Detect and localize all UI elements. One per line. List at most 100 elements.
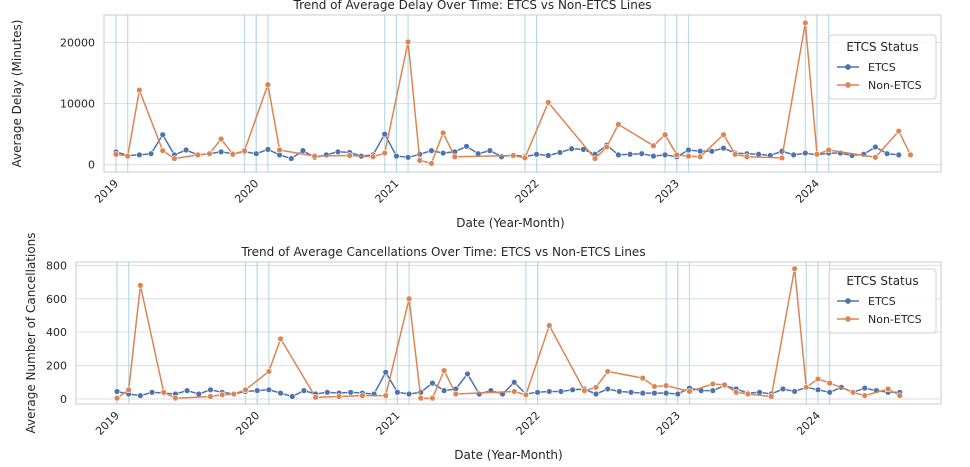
data-point [534,389,541,396]
x-tick-label: 2022 [514,409,543,438]
data-point [113,388,121,395]
data-point [264,81,272,88]
x-tick-label: 2024 [793,177,822,206]
data-point [137,392,144,399]
x-tick-label: 2021 [374,409,403,438]
data-point [685,152,692,160]
data-point [404,154,412,161]
series-non-etcs [113,265,903,402]
data-point [124,152,131,160]
legend-title: ETCS Status [846,274,918,288]
x-tick-label: 2023 [653,177,682,206]
data-point [405,390,413,398]
data-point [277,335,284,343]
data-point [359,392,366,399]
x-tick-label: 2020 [233,409,262,438]
data-point [651,383,658,390]
legend-box [828,268,937,334]
data-point [463,143,470,150]
data-point [533,151,540,158]
data-point [650,142,657,149]
data-point [194,151,201,159]
data-point [861,384,868,392]
data-point [394,389,401,396]
data-point [592,384,600,391]
data-point [661,131,669,138]
data-point [661,151,669,159]
data-point [651,389,658,397]
x-axis-label: Date (Year-Month) [456,216,564,230]
data-point [428,160,435,167]
legend-label: ETCS [868,295,896,308]
data-point [429,394,436,402]
y-tick-label: 200 [46,360,67,373]
data-point [545,152,552,159]
data-point [511,379,518,386]
data-point [696,153,704,160]
data-point [510,152,517,159]
data-point [662,382,670,389]
data-point [324,389,331,396]
data-point [511,388,518,395]
data-point [137,282,144,289]
data-point [159,147,166,154]
x-tick-label: 2019 [92,177,121,206]
data-point [604,368,611,375]
data-point [417,394,424,402]
data-point [148,389,156,396]
data-point [112,151,120,158]
x-tick-label: 2024 [794,409,823,438]
data-point [895,127,902,135]
data-point [720,144,727,152]
data-point [299,147,307,154]
data-point [206,150,213,157]
data-point [242,386,249,393]
legend-swatch-marker [845,298,851,304]
data-point [685,146,692,154]
data-point [813,151,821,158]
data-point [369,153,377,160]
data-point [581,387,588,394]
data-point [546,388,553,395]
data-point [662,389,670,397]
data-point [405,295,413,302]
data-point [195,390,202,398]
data-point [440,387,448,394]
data-point [615,121,622,128]
legend-label: Non-ETCS [868,79,922,92]
data-point [556,149,564,156]
data-point [791,265,798,272]
data-point [872,154,879,161]
data-point [591,155,599,162]
x-tick-label: 2021 [373,177,402,206]
y-tick-label: 400 [46,326,67,339]
data-point [546,322,553,329]
y-tick-label: 0 [88,159,95,172]
legend-swatch-marker [845,64,851,70]
data-point [381,130,388,138]
data-point [779,385,787,393]
data-point [907,151,914,159]
data-point [768,393,775,400]
data-point [207,393,214,400]
data-point [803,384,810,391]
chart-title: Trend of Average Cancellations Over Time… [240,245,645,259]
y-tick-label: 600 [46,293,67,306]
data-point [639,389,646,397]
data-point [721,381,728,388]
data-point [686,388,693,395]
data-point [439,129,447,137]
data-point [464,370,471,378]
data-point [790,151,797,159]
data-point [802,19,809,27]
data-point [289,393,296,400]
data-point [733,389,740,396]
data-point [182,146,190,154]
data-point [207,386,214,393]
data-point [615,151,622,159]
data-point [347,389,354,396]
data-point [849,389,857,396]
data-point [650,152,657,160]
data-point [147,150,155,157]
